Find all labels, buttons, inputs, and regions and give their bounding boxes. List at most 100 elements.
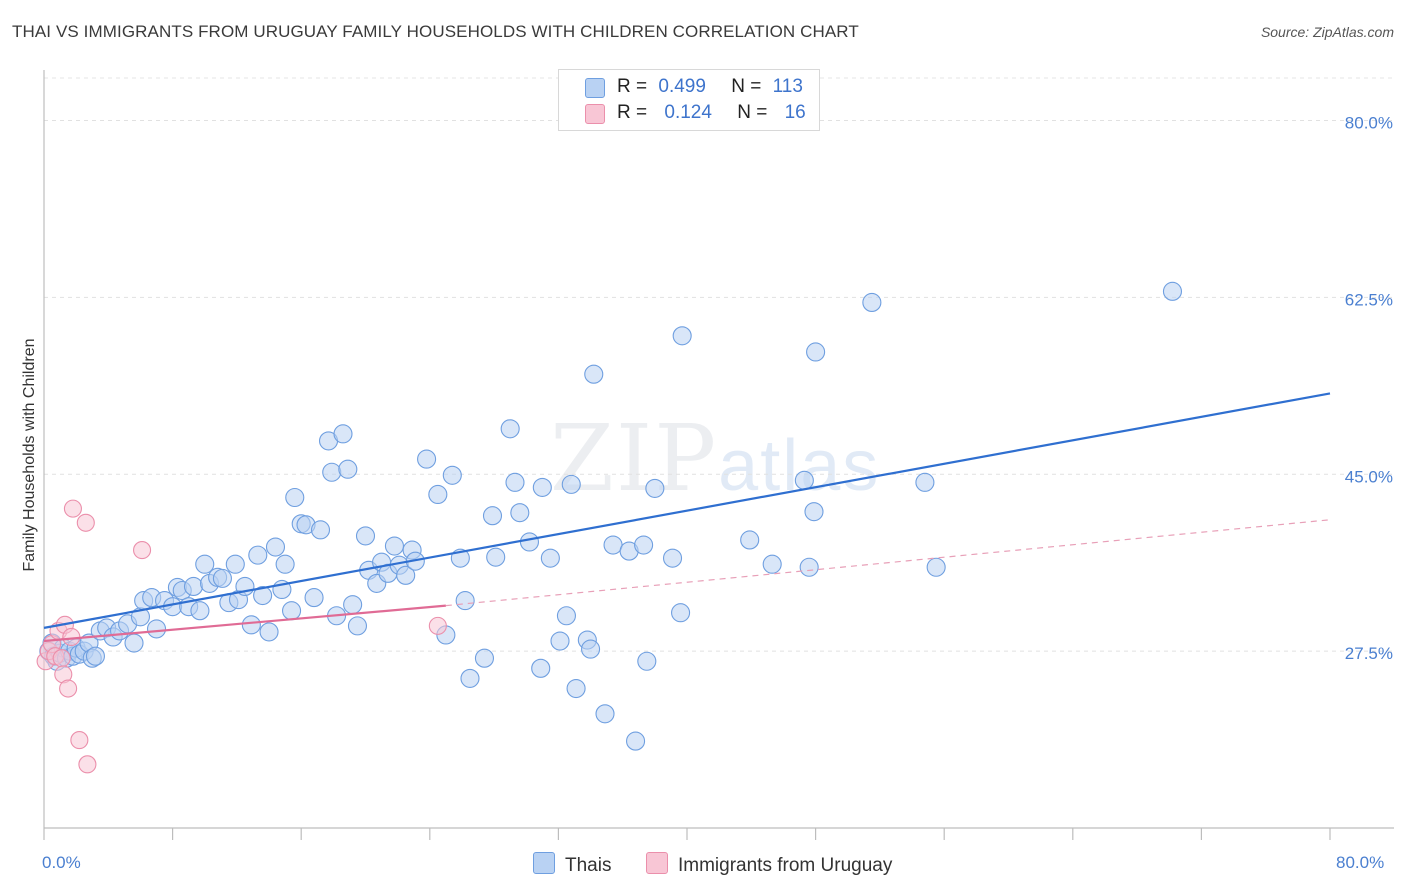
point-thais	[519, 532, 540, 552]
point-thais	[417, 449, 437, 469]
point-thais	[531, 658, 551, 678]
legend-n-value: 113	[772, 76, 803, 97]
point-thais	[212, 568, 232, 588]
point-thais	[862, 292, 882, 313]
legend-r-label: R =	[617, 102, 648, 123]
watermark-zip: ZIP	[550, 405, 719, 512]
point-thais	[347, 616, 368, 636]
legend-r-label: R =	[617, 76, 648, 97]
point-thais	[671, 603, 691, 623]
watermark-atlas: atlas	[718, 426, 881, 506]
legend-r-value: 0.499	[658, 76, 706, 97]
point-uruguay	[428, 616, 447, 635]
point-uruguay	[78, 755, 97, 774]
bottom-legend-label-thais: Thais	[565, 855, 612, 876]
point-thais	[310, 520, 331, 540]
bottom-legend-thais[interactable]: Thais	[533, 852, 611, 877]
point-thais	[580, 639, 601, 659]
point-thais	[794, 470, 814, 490]
point-thais	[474, 648, 495, 668]
point-thais	[285, 487, 305, 508]
point-uruguay	[133, 541, 152, 560]
point-uruguay	[52, 649, 71, 668]
point-uruguay	[70, 731, 89, 750]
point-thais	[338, 459, 358, 479]
point-thais	[740, 530, 760, 550]
trendline-thais	[43, 392, 1331, 629]
point-thais	[355, 526, 376, 546]
legend-n-value: 16	[784, 102, 806, 123]
trendline-uruguay	[43, 604, 446, 643]
point-thais	[645, 478, 665, 498]
point-thais	[275, 554, 295, 574]
y-tick-label: 45.0%	[1345, 467, 1393, 486]
x-axis-min-label: 0.0%	[42, 853, 81, 872]
y-tick-label: 27.5%	[1345, 644, 1393, 663]
point-thais	[333, 424, 353, 444]
point-thais	[626, 731, 646, 751]
point-thais	[146, 619, 167, 639]
point-thais	[384, 536, 404, 556]
point-thais	[85, 646, 105, 666]
point-thais	[428, 484, 448, 505]
chart-title: THAI VS IMMIGRANTS FROM URUGUAY FAMILY H…	[12, 22, 859, 41]
point-uruguay	[59, 679, 78, 698]
point-thais	[500, 419, 520, 439]
point-thais	[662, 548, 683, 568]
point-thais	[634, 535, 654, 555]
point-thais	[561, 474, 581, 494]
point-thais	[183, 576, 204, 597]
point-thais	[915, 472, 935, 492]
point-thais	[486, 547, 506, 567]
bottom-legend-label-uruguay: Immigrants from Uruguay	[678, 855, 893, 876]
legend-swatch-thais	[585, 78, 605, 98]
trendline-uruguay-extension	[445, 519, 1331, 607]
point-thais	[550, 631, 570, 651]
point-thais	[460, 668, 480, 688]
point-thais	[259, 622, 279, 642]
point-thais	[225, 554, 245, 574]
point-thais	[540, 548, 560, 568]
point-thais	[505, 472, 525, 492]
y-tick-label: 80.0%	[1345, 114, 1393, 133]
point-uruguay	[63, 499, 82, 518]
point-uruguay	[62, 627, 81, 647]
y-tick-label: 62.5%	[1345, 290, 1393, 309]
legend-n-label: N =	[737, 102, 768, 123]
x-axis-max-label: 80.0%	[1336, 853, 1385, 872]
point-thais	[195, 554, 215, 574]
point-thais	[124, 633, 144, 653]
point-thais	[926, 557, 946, 577]
point-thais	[510, 503, 530, 523]
point-thais	[248, 545, 268, 565]
point-thais	[282, 601, 302, 621]
point-thais	[584, 364, 604, 384]
point-thais	[322, 462, 342, 482]
legend-r-value: 0.124	[664, 102, 712, 123]
point-thais	[190, 601, 210, 621]
point-thais	[799, 557, 819, 577]
point-thais	[455, 591, 475, 611]
bottom-legend-uruguay[interactable]: Immigrants from Uruguay	[646, 852, 892, 877]
point-thais	[806, 342, 826, 362]
point-thais	[804, 502, 824, 522]
point-thais	[762, 554, 782, 574]
point-thais	[304, 588, 324, 608]
point-thais	[532, 477, 552, 497]
point-thais	[637, 651, 657, 671]
point-thais	[603, 535, 623, 555]
point-thais	[595, 704, 615, 724]
point-thais	[672, 326, 692, 346]
point-thais	[343, 595, 363, 615]
point-thais	[566, 678, 586, 699]
legend-n-label: N =	[731, 76, 762, 97]
point-thais	[482, 506, 503, 526]
legend-swatch-uruguay	[585, 104, 605, 124]
watermark: ZIPatlas	[550, 405, 880, 512]
point-thais	[265, 537, 286, 557]
point-thais	[253, 585, 273, 606]
bottom-legend-swatch-thais	[533, 852, 555, 874]
point-thais	[556, 606, 576, 626]
point-uruguay	[76, 513, 95, 532]
